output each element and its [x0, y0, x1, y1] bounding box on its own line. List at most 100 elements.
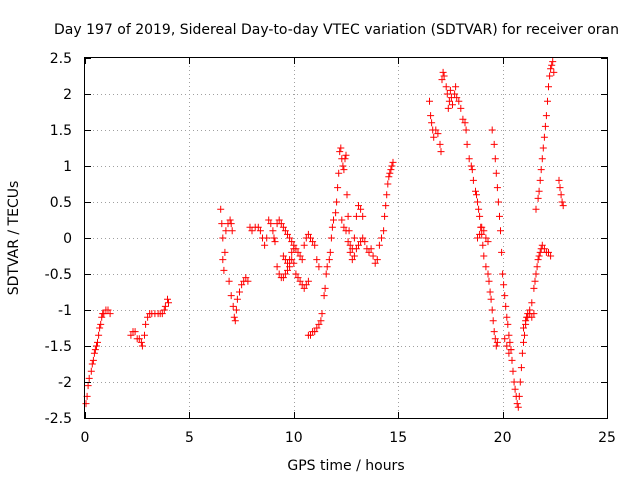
- data-point: [389, 158, 397, 166]
- data-point: [474, 198, 481, 206]
- data-point: [502, 302, 510, 310]
- data-point: [231, 317, 239, 325]
- data-point: [106, 310, 114, 318]
- data-point: [440, 72, 448, 80]
- data-point: [160, 306, 168, 314]
- data-point: [87, 367, 95, 375]
- x-tick-label: 10: [285, 430, 303, 446]
- data-point: [375, 241, 383, 249]
- data-point: [355, 241, 362, 249]
- data-point: [505, 349, 513, 357]
- data-point: [256, 227, 264, 235]
- data-point: [290, 245, 298, 253]
- data-point: [164, 295, 171, 303]
- data-point: [233, 295, 241, 303]
- y-tick-label: -0.5: [45, 267, 72, 283]
- data-point: [438, 76, 446, 84]
- data-point: [544, 97, 551, 105]
- data-point: [459, 115, 467, 123]
- data-point: [542, 112, 550, 120]
- data-point: [300, 241, 308, 249]
- data-point: [96, 324, 104, 332]
- data-point: [361, 238, 369, 246]
- data-point: [511, 385, 519, 393]
- data-point: [516, 378, 524, 386]
- data-point: [279, 223, 287, 231]
- data-point: [355, 202, 362, 210]
- data-point: [489, 317, 497, 325]
- data-point: [226, 216, 234, 224]
- data-point: [336, 148, 344, 156]
- data-point: [342, 151, 350, 159]
- data-point: [463, 140, 471, 148]
- data-point: [520, 338, 527, 346]
- data-point: [505, 331, 513, 339]
- data-point: [244, 277, 252, 285]
- data-point: [330, 216, 337, 224]
- data-point: [457, 104, 465, 112]
- data-point: [222, 227, 230, 235]
- y-tick-labels: -2.5 -2 -1.5 -1 -0.5 0 0.5 1 1.5 2 2.5: [45, 51, 72, 427]
- data-point: [469, 176, 477, 184]
- data-point: [437, 148, 445, 156]
- data-point: [445, 97, 453, 105]
- data-point: [536, 248, 544, 256]
- data-point: [528, 299, 536, 307]
- data-point: [309, 238, 317, 246]
- data-point: [95, 331, 103, 339]
- data-point: [530, 284, 538, 292]
- data-point: [284, 230, 291, 238]
- data-point: [334, 184, 342, 192]
- data-point: [327, 234, 335, 242]
- data-point: [478, 223, 486, 231]
- data-point: [487, 295, 495, 303]
- data-point: [307, 234, 314, 242]
- data-point: [528, 313, 536, 321]
- data-point: [532, 270, 540, 278]
- data-point: [559, 202, 567, 210]
- data-point: [492, 342, 500, 350]
- data-point: [461, 119, 469, 127]
- data-point: [284, 266, 291, 274]
- data-point: [89, 356, 97, 364]
- data-point: [165, 299, 172, 307]
- y-tick-label: -1: [58, 303, 72, 319]
- data-point: [428, 119, 436, 127]
- y-tick-label: 2: [63, 87, 72, 103]
- data-point: [482, 263, 490, 271]
- data-point: [380, 227, 388, 235]
- data-point: [236, 288, 243, 296]
- data-point: [500, 281, 508, 289]
- data-point: [476, 212, 484, 220]
- data-point: [384, 180, 392, 188]
- data-point: [161, 302, 169, 310]
- data-point: [218, 220, 226, 228]
- data-point: [468, 166, 476, 174]
- data-point: [473, 191, 480, 199]
- data-point: [507, 346, 515, 354]
- data-point: [472, 187, 479, 195]
- data-point: [93, 342, 100, 350]
- data-point: [138, 342, 146, 350]
- data-point: [530, 310, 538, 318]
- data-point: [539, 144, 547, 152]
- data-point: [227, 292, 235, 300]
- data-point: [434, 130, 442, 138]
- data-point: [352, 212, 360, 220]
- data-point: [281, 227, 289, 235]
- data-point: [449, 101, 456, 109]
- data-point: [267, 220, 275, 228]
- data-point: [479, 241, 487, 249]
- data-point: [517, 364, 525, 372]
- data-point: [496, 212, 503, 220]
- data-point: [455, 97, 463, 105]
- data-point: [545, 248, 552, 256]
- data-point: [486, 288, 494, 296]
- data-point: [344, 212, 352, 220]
- data-point: [82, 400, 90, 408]
- y-tick-label: 0: [63, 231, 72, 247]
- data-point: [315, 263, 323, 271]
- data-point: [513, 400, 521, 408]
- data-point: [325, 256, 333, 264]
- data-point: [94, 338, 101, 346]
